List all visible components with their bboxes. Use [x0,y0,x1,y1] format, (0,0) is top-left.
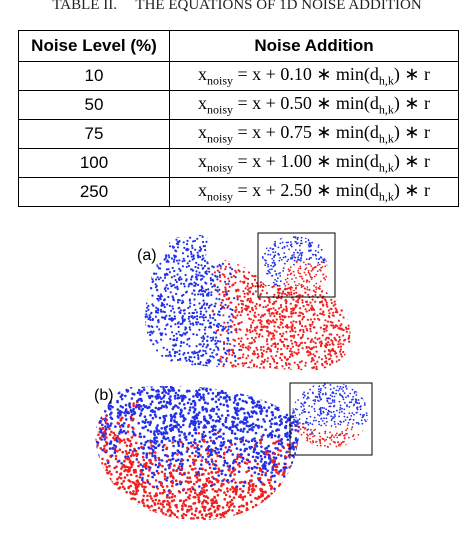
formula: xnoisy = x + 1.00 ∗ min(dh,k) ∗ r [169,148,459,178]
table-row: 75 xnoisy = x + 0.75 ∗ min(dh,k) ∗ r [18,119,459,149]
formula-sub: h,k [378,160,394,175]
header-cell: Noise Addition [169,30,459,62]
noise-table: Noise Level (%) Noise Addition 10 xnoisy … [18,30,459,207]
formula: xnoisy = x + 0.50 ∗ min(dh,k) ∗ r [169,90,459,120]
table-row: 100 xnoisy = x + 1.00 ∗ min(dh,k) ∗ r [18,148,459,178]
noise-level: 250 [18,177,170,207]
formula: xnoisy = x + 0.75 ∗ min(dh,k) ∗ r [169,119,459,149]
table-title: TABLE II. THE EQUATIONS OF 1D NOISE ADDI… [52,0,422,13]
point-cloud [292,382,368,448]
noise-level: 100 [18,148,170,178]
formula-part: = x + 2.50 ∗ min(d [233,179,379,200]
formula-part: ) ∗ r [393,92,430,113]
formula: xnoisy = x + 2.50 ∗ min(dh,k) ∗ r [169,177,459,207]
point-cloud [144,234,351,371]
formula-part: x [198,179,207,200]
point-cloud [262,236,328,291]
formula-part: x [198,150,207,171]
formula-sub: noisy [207,73,234,88]
noise-level: 10 [18,61,170,91]
formula-part: ) ∗ r [393,179,430,200]
point-cloud [95,385,300,520]
formula-sub: noisy [207,102,234,117]
formula-part: x [198,92,207,113]
formula-part: ) ∗ r [393,63,430,84]
formula-part: x [198,121,207,142]
inset-frame [257,232,336,298]
formula-part: = x + 0.50 ∗ min(d [233,92,379,113]
noise-level: 75 [18,119,170,149]
formula-sub: h,k [378,189,394,204]
panel-label: (a) [137,247,157,264]
noise-level: 50 [18,90,170,120]
formula-part: = x + 0.10 ∗ min(d [233,63,379,84]
formula-part: ) ∗ r [393,121,430,142]
formula-part: x [198,63,207,84]
formula-part: = x + 0.75 ∗ min(d [233,121,379,142]
table-row: 250 xnoisy = x + 2.50 ∗ min(dh,k) ∗ r [18,177,459,207]
formula: xnoisy = x + 0.10 ∗ min(dh,k) ∗ r [169,61,459,91]
formula-sub: noisy [207,189,234,204]
table-row: 10 xnoisy = x + 0.10 ∗ min(dh,k) ∗ r [18,61,459,91]
formula-part: = x + 1.00 ∗ min(d [233,150,379,171]
table-row: 50 xnoisy = x + 0.50 ∗ min(dh,k) ∗ r [18,90,459,120]
panel-label: (b) [94,387,114,404]
formula-part: ) ∗ r [393,150,430,171]
formula-sub: h,k [378,73,394,88]
formula-sub: h,k [378,131,394,146]
formula-sub: noisy [207,131,234,146]
inset-frame [289,382,373,456]
header-cell: Noise Level (%) [18,30,170,62]
formula-sub: noisy [207,160,234,175]
formula-sub: h,k [378,102,394,117]
figure: (a) (b) [94,232,373,520]
